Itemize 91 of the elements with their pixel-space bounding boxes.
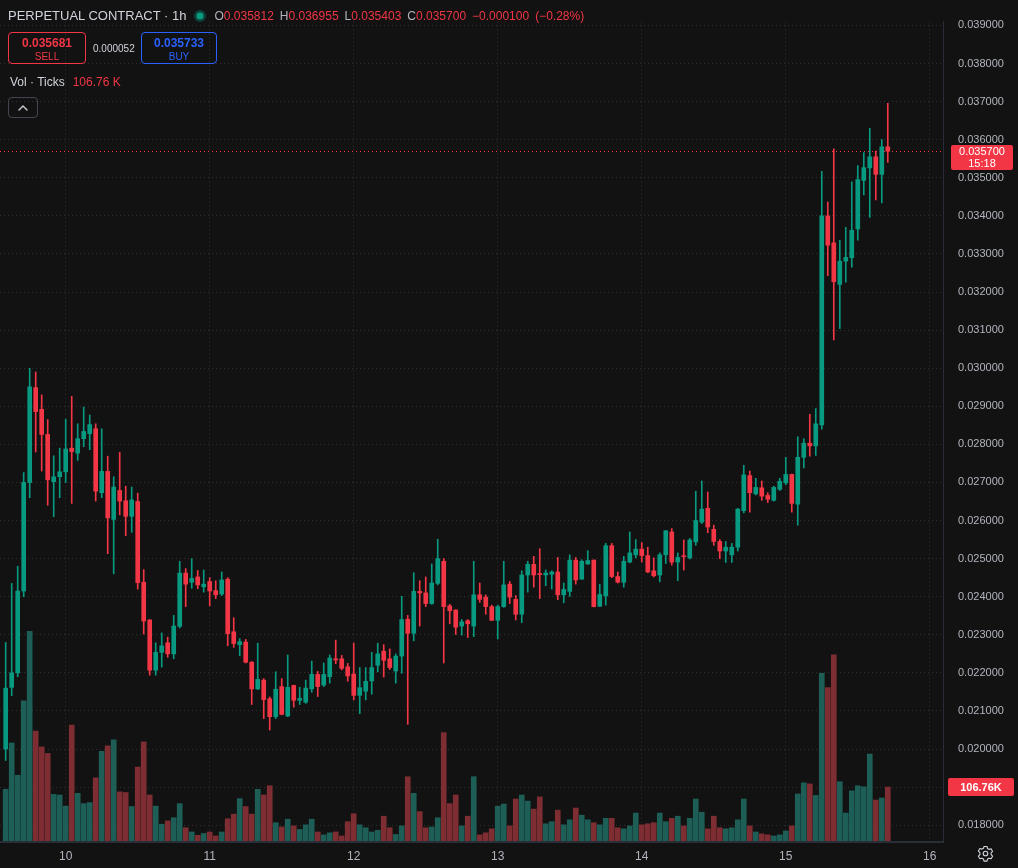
y-tick-label: 0.021000 (958, 704, 1004, 717)
bar (746, 825, 753, 841)
candlestick (255, 642, 261, 690)
bar (680, 825, 687, 841)
x-tick-label: 11 (203, 848, 217, 863)
annotation: 106.76 K (72, 75, 121, 89)
bar (404, 776, 411, 841)
bar (752, 831, 759, 841)
candlestick (465, 619, 471, 638)
chart-title: PERPETUAL CONTRACT · 1h (8, 8, 187, 23)
annotation: 0.035681 (20, 36, 74, 50)
y-tick-label: 0.020000 (958, 742, 1004, 755)
buy-button: 0.035733 BUY (141, 32, 217, 64)
bar (884, 786, 891, 841)
y-tick-label: 0.037000 (958, 94, 1004, 107)
y-tick-label: 0.033000 (958, 246, 1004, 259)
text: 15:18 (968, 156, 996, 169)
candlestick (69, 396, 75, 504)
y-tick-label: 0.022000 (958, 665, 1004, 678)
bar (182, 827, 189, 841)
text: 106.76K (960, 780, 1002, 793)
candlestick (417, 580, 423, 627)
x-tick-label: 13 (491, 848, 505, 863)
bar (98, 751, 105, 841)
bar (668, 817, 675, 841)
candlestick (807, 413, 813, 457)
y-tick-label: 0.035000 (958, 170, 1004, 183)
y-tick-label: 0.036000 (958, 132, 1004, 145)
y-tick-label: 0.024000 (958, 589, 1004, 602)
y-tick-label: 0.018000 (958, 818, 1004, 831)
y-tick-label: 0.030000 (958, 361, 1004, 374)
annotation: Vol · Ticks (10, 75, 65, 89)
candlestick (405, 615, 411, 725)
bar (218, 831, 225, 841)
bar (128, 806, 135, 841)
y-tick-label: 0.032000 (958, 285, 1004, 298)
y-tick-label: 0.027000 (958, 475, 1004, 488)
bar (554, 809, 561, 841)
y-tick-label: 0.023000 (958, 627, 1004, 640)
x-tick-label: 15 (779, 848, 793, 863)
candlestick (237, 638, 243, 657)
ref-line-label: 0.035700 (959, 144, 1005, 157)
bar (872, 799, 879, 841)
x-tick-label: 14 (635, 848, 649, 863)
sell-button: 0.035681 SELL (8, 32, 86, 64)
candlestick (681, 539, 687, 571)
x-tick-label: 10 (59, 848, 73, 863)
bar (68, 724, 75, 841)
y-tick-label: 0.028000 (958, 437, 1004, 450)
bar (470, 776, 477, 841)
y-tick-label: 0.026000 (958, 513, 1004, 526)
annotation: BUY (167, 51, 191, 62)
x-tick-label: 16 (923, 848, 937, 863)
bar (410, 793, 417, 841)
bar (272, 822, 279, 841)
y-tick-label: 0.038000 (958, 56, 1004, 69)
bar (188, 831, 195, 841)
candlestick (9, 583, 15, 697)
bar (458, 825, 465, 841)
bar (314, 831, 321, 841)
bar (284, 818, 291, 841)
annotation: 0.035733 (152, 36, 206, 50)
y-tick-label: 0.039000 (958, 18, 1004, 31)
bar (236, 798, 243, 841)
bar (110, 739, 117, 841)
bar (194, 835, 201, 841)
bar (878, 797, 885, 841)
y-tick-label: 0.025000 (958, 551, 1004, 564)
bar (674, 815, 681, 841)
annotation: SELL (33, 51, 61, 62)
bar (92, 777, 99, 841)
bar (788, 825, 795, 841)
y-tick-label: 0.031000 (958, 323, 1004, 336)
x-tick-label: 12 (347, 848, 361, 863)
bar (200, 833, 207, 841)
y-tick-label: 0.034000 (958, 208, 1004, 221)
bar (278, 826, 285, 841)
candlestick (675, 552, 681, 582)
y-tick-label: 0.029000 (958, 399, 1004, 412)
bar (254, 789, 261, 841)
annotation: 0.000052 (93, 43, 135, 54)
bar (164, 820, 171, 841)
bar (806, 783, 813, 841)
bar (290, 825, 297, 841)
bar (590, 822, 597, 841)
text: O0.035812 H0.036955 L0.035403 C0.035700 −0.000100 (−0.28%) (214, 8, 585, 23)
bar (572, 807, 579, 841)
candlestick (189, 558, 195, 589)
bar (464, 815, 471, 841)
candlestick (201, 569, 207, 593)
bar (104, 745, 111, 841)
